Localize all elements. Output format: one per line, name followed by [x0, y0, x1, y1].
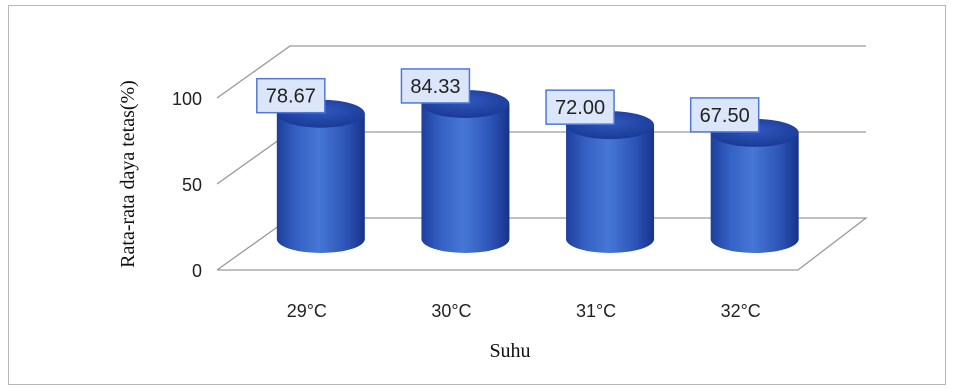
x-tick-label: 31°C: [576, 301, 616, 321]
data-label: 67.50: [700, 105, 750, 127]
bar: [276, 99, 365, 253]
data-label: 78.67: [266, 86, 316, 108]
y-axis-title: Rata-rata daya tetas(%): [117, 80, 139, 268]
x-tick-labels: 29°C 30°C 31°C 32°C: [287, 301, 761, 321]
data-label-box: [689, 97, 760, 133]
data-label: 84.33: [410, 76, 460, 98]
bar: [421, 89, 510, 254]
y-tick-label: 50: [182, 175, 202, 195]
x-axis-title: Suhu: [489, 340, 530, 362]
data-label-box: [400, 68, 471, 104]
x-tick-label: 32°C: [721, 301, 761, 321]
data-label-box: [256, 77, 326, 114]
floor-gridline: [216, 217, 868, 271]
y-tick-labels: 0 50 100: [172, 89, 202, 281]
data-label-box: [545, 89, 615, 125]
bar: [710, 118, 799, 254]
x-tick-label: 30°C: [431, 301, 471, 321]
x-tick-label: 29°C: [287, 301, 327, 321]
gridline: [216, 45, 866, 99]
bar: [566, 111, 655, 254]
bar-body: [566, 125, 655, 254]
bar-body: [421, 103, 510, 254]
bars: [276, 89, 799, 254]
data-label: 72.00: [555, 97, 605, 119]
y-tick-label: 0: [192, 261, 202, 281]
data-labels: 78.67 84.33 72.00 67.50: [256, 68, 760, 133]
bar-body: [276, 113, 365, 253]
y-tick-label: 100: [172, 89, 202, 109]
bar-body: [710, 132, 799, 254]
